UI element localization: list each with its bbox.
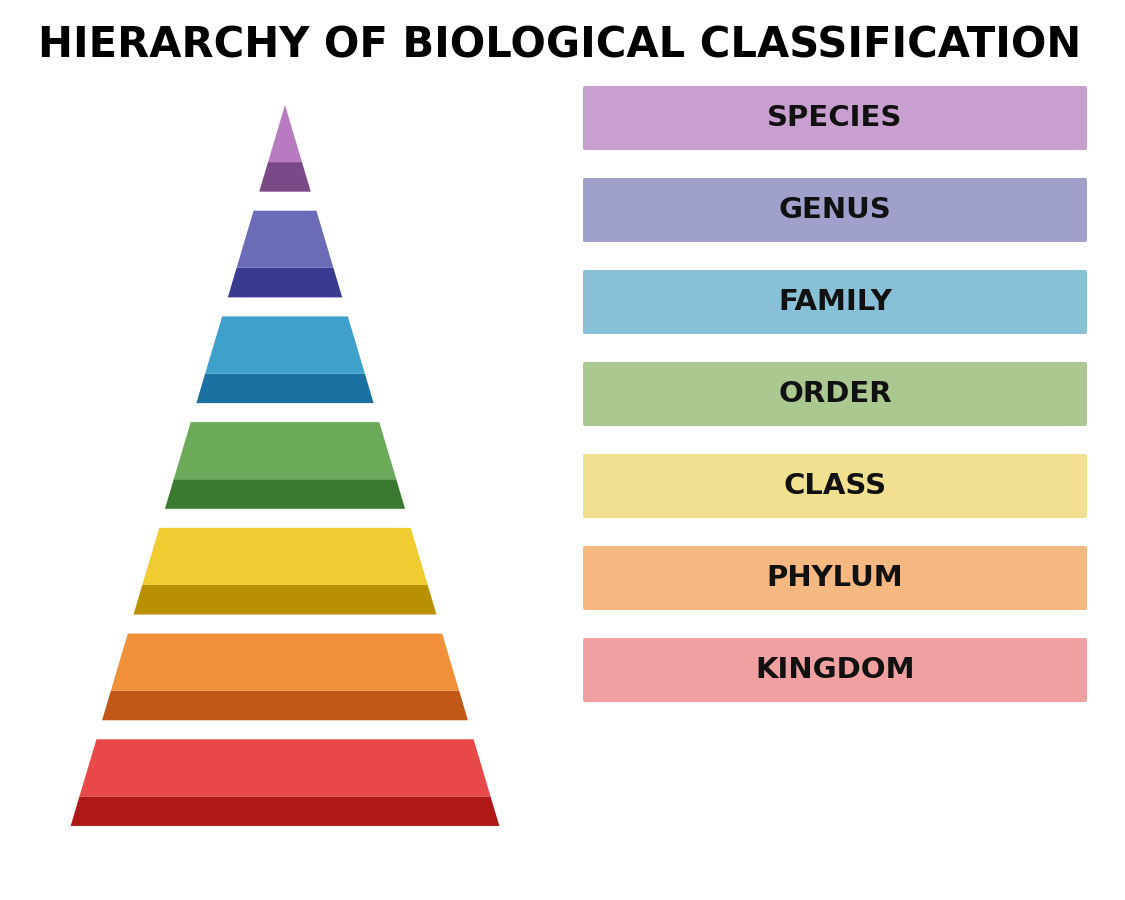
FancyBboxPatch shape (583, 546, 1087, 610)
Polygon shape (134, 585, 436, 615)
Polygon shape (80, 739, 490, 796)
Polygon shape (205, 317, 364, 373)
FancyBboxPatch shape (583, 86, 1087, 150)
Polygon shape (143, 528, 428, 585)
Polygon shape (227, 211, 253, 297)
Text: ORDER: ORDER (778, 380, 892, 408)
Text: SPECIES: SPECIES (767, 104, 902, 132)
FancyBboxPatch shape (583, 638, 1087, 702)
FancyBboxPatch shape (583, 270, 1087, 334)
Polygon shape (268, 105, 302, 162)
Polygon shape (236, 211, 333, 268)
Polygon shape (165, 422, 191, 508)
Polygon shape (197, 317, 222, 403)
Polygon shape (173, 422, 396, 479)
Polygon shape (102, 690, 468, 720)
Text: PHYLUM: PHYLUM (766, 564, 903, 592)
FancyBboxPatch shape (583, 178, 1087, 242)
FancyBboxPatch shape (583, 362, 1087, 426)
Polygon shape (259, 162, 310, 192)
Polygon shape (134, 528, 160, 615)
Polygon shape (227, 268, 342, 297)
FancyBboxPatch shape (583, 454, 1087, 518)
Polygon shape (111, 634, 459, 690)
Text: KINGDOM: KINGDOM (755, 656, 915, 684)
Polygon shape (71, 796, 500, 826)
Polygon shape (71, 739, 97, 826)
Polygon shape (102, 634, 128, 720)
Text: HIERARCHY OF BIOLOGICAL CLASSIFICATION: HIERARCHY OF BIOLOGICAL CLASSIFICATION (38, 25, 1081, 67)
Polygon shape (259, 105, 285, 192)
Polygon shape (197, 374, 374, 403)
Text: CLASS: CLASS (783, 472, 887, 500)
Polygon shape (165, 479, 405, 508)
Text: GENUS: GENUS (778, 196, 891, 224)
Text: FAMILY: FAMILY (778, 288, 892, 316)
